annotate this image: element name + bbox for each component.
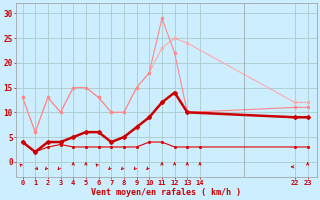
X-axis label: Vent moyen/en rafales ( km/h ): Vent moyen/en rafales ( km/h ) [92,188,241,197]
